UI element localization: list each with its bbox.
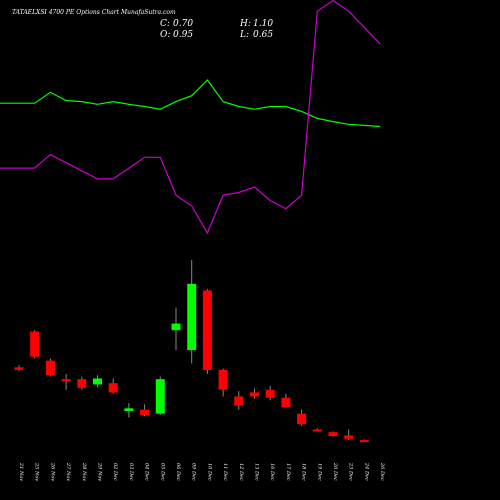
x-tick-label: 23 Dec xyxy=(348,462,354,481)
candle-body xyxy=(187,283,197,351)
candle-16 xyxy=(250,388,259,400)
candle-body xyxy=(234,396,244,406)
candle-body xyxy=(281,397,291,407)
candle-body xyxy=(344,435,354,439)
indicator-lines xyxy=(0,0,381,235)
candle-17 xyxy=(265,385,275,401)
candle-body xyxy=(124,408,134,411)
x-tick-label: 09 Dec xyxy=(191,463,197,481)
candle-body xyxy=(171,323,181,331)
x-tick-label: 24 Dec xyxy=(363,462,369,481)
candle-body xyxy=(77,379,87,388)
candle-7 xyxy=(108,378,118,394)
x-tick-label: 02 Dec xyxy=(112,463,118,481)
x-tick-label: 05 Dec xyxy=(159,463,165,481)
x-tick-label: 26 Nov xyxy=(49,462,55,481)
candle-body xyxy=(265,389,275,398)
x-tick-label: 18 Dec xyxy=(301,463,307,481)
low-value: 0.65 xyxy=(253,30,273,40)
low-label: L: xyxy=(239,30,249,40)
x-tick-label: 26 Dec xyxy=(379,462,385,481)
x-tick-label: 12 Dec xyxy=(238,463,244,481)
x-tick-label: 10 Dec xyxy=(206,463,212,481)
candle-body xyxy=(30,331,40,357)
x-tick-label: 25 Nov xyxy=(34,462,40,481)
x-tick-label: 21 Nov xyxy=(18,462,24,481)
candle-1 xyxy=(14,365,24,372)
candle-19 xyxy=(297,409,307,426)
candle-18 xyxy=(281,393,291,407)
candle-13 xyxy=(202,289,212,374)
candle-body xyxy=(108,383,118,393)
candle-body xyxy=(297,413,307,425)
candle-body xyxy=(61,379,71,382)
x-tick-label: 29 Nov xyxy=(97,462,103,481)
x-tick-label: 28 Nov xyxy=(81,462,87,481)
candle-body xyxy=(202,290,212,370)
candle-2 xyxy=(30,330,40,358)
candle-body xyxy=(359,440,369,443)
candle-body xyxy=(93,378,102,385)
candle-body xyxy=(155,379,165,414)
candlesticks xyxy=(14,260,369,443)
open-value: 0.95 xyxy=(173,30,193,40)
x-tick-label: 27 Nov xyxy=(65,462,71,481)
x-tick-label: 13 Dec xyxy=(254,463,260,481)
open-label: O: xyxy=(160,30,170,40)
x-tick-label: 17 Dec xyxy=(285,463,291,481)
candle-body xyxy=(328,432,338,437)
candle-14 xyxy=(218,368,228,397)
candle-body xyxy=(45,360,55,376)
chart-title: TATAELXSI 4700 PE Options Chart MunafaSu… xyxy=(12,9,176,16)
candle-5 xyxy=(77,376,87,390)
candle-body xyxy=(14,367,24,370)
candle-3 xyxy=(45,358,55,377)
candle-4 xyxy=(61,373,71,390)
candle-23 xyxy=(359,439,369,443)
x-tick-label: 06 Dec xyxy=(175,463,181,481)
candle-12 xyxy=(187,260,197,364)
candle-body xyxy=(218,369,228,390)
candle-body xyxy=(312,429,322,432)
high-label: H: xyxy=(239,19,251,29)
candle-6 xyxy=(93,375,102,388)
indicator-line-1 xyxy=(0,79,381,128)
candle-15 xyxy=(234,391,244,410)
close-value: 0.70 xyxy=(173,19,193,29)
x-tick-label: 11 Dec xyxy=(222,463,228,481)
high-value: 1.10 xyxy=(253,19,273,29)
candle-21 xyxy=(328,431,338,437)
x-tick-label: 04 Dec xyxy=(144,463,150,481)
candle-body xyxy=(250,392,259,397)
indicator-line-2 xyxy=(0,0,381,235)
candle-9 xyxy=(140,404,150,417)
candle-22 xyxy=(344,429,354,441)
candle-11 xyxy=(171,307,181,351)
x-axis-labels: 21 Nov 25 Nov 26 Nov 27 Nov 28 Nov 29 Nov 02 D… xyxy=(18,462,385,481)
close-label: C: xyxy=(160,19,170,29)
x-tick-label: 19 Dec xyxy=(316,463,322,481)
candle-8 xyxy=(124,403,134,418)
candle-20 xyxy=(312,428,322,432)
candle-body xyxy=(140,409,150,415)
candle-10 xyxy=(155,376,165,415)
x-tick-label: 16 Dec xyxy=(269,463,275,481)
x-tick-label: 03 Dec xyxy=(128,463,134,481)
x-tick-label: 20 Dec xyxy=(332,462,338,481)
